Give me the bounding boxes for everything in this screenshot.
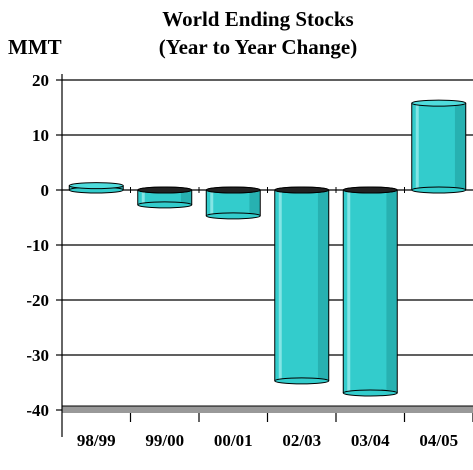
chart-title: World Ending Stocks <box>162 7 353 31</box>
bar-shadow <box>454 103 466 190</box>
bar-shadow <box>249 190 261 216</box>
bar-shadow <box>180 190 192 205</box>
x-tick-label: 03/04 <box>351 431 390 450</box>
bar-shadow <box>317 190 329 381</box>
bar <box>137 186 193 209</box>
y-tick-label: 0 <box>41 181 50 200</box>
bar-top-cap <box>68 182 124 190</box>
bar <box>411 99 467 194</box>
bar-bottom-cap <box>137 201 193 209</box>
floor-band <box>62 406 473 413</box>
bar-bottom-cap <box>205 212 261 220</box>
bar-zero-cap <box>274 186 330 194</box>
y-tick-label: 20 <box>32 71 49 90</box>
bar <box>274 186 330 385</box>
chart-subtitle: (Year to Year Change) <box>159 35 358 59</box>
bar-top-cap <box>411 99 467 107</box>
bar-bottom-cap <box>274 377 330 385</box>
axes <box>56 74 473 437</box>
bar-highlight <box>415 103 419 190</box>
x-tick-label: 02/03 <box>282 431 321 450</box>
x-tick-label: 98/99 <box>77 431 116 450</box>
bar-zero-cap <box>137 186 193 194</box>
bar <box>68 182 124 194</box>
bar-shadow <box>386 190 398 393</box>
chart-floor <box>62 405 473 413</box>
x-tick-label: 00/01 <box>214 431 253 450</box>
bars <box>68 99 467 397</box>
bar-bottom-cap <box>342 389 398 397</box>
y-tick-label: -40 <box>26 401 49 420</box>
bar-highlight <box>347 190 351 393</box>
y-tick-label: 10 <box>32 126 49 145</box>
bar <box>205 186 261 220</box>
y-axis-label: MMT <box>8 35 62 59</box>
y-tick-labels: 20 10 0 -10 -20 -30 -40 <box>26 71 49 420</box>
x-tick-labels: 98/99 99/00 00/01 02/03 03/04 04/05 <box>77 431 458 450</box>
bar-highlight <box>210 190 214 216</box>
y-tick-label: -30 <box>26 346 49 365</box>
x-tick-label: 04/05 <box>419 431 458 450</box>
bar-zero-cap <box>205 186 261 194</box>
bar-zero-cap <box>342 186 398 194</box>
y-tick-label: -10 <box>26 236 49 255</box>
bar-body <box>137 190 192 205</box>
bar-highlight <box>278 190 282 381</box>
bar-highlight <box>141 190 145 205</box>
y-tick-label: -20 <box>26 291 49 310</box>
bar <box>342 186 398 397</box>
bar-bottom-cap <box>411 186 467 194</box>
x-tick-label: 99/00 <box>145 431 184 450</box>
